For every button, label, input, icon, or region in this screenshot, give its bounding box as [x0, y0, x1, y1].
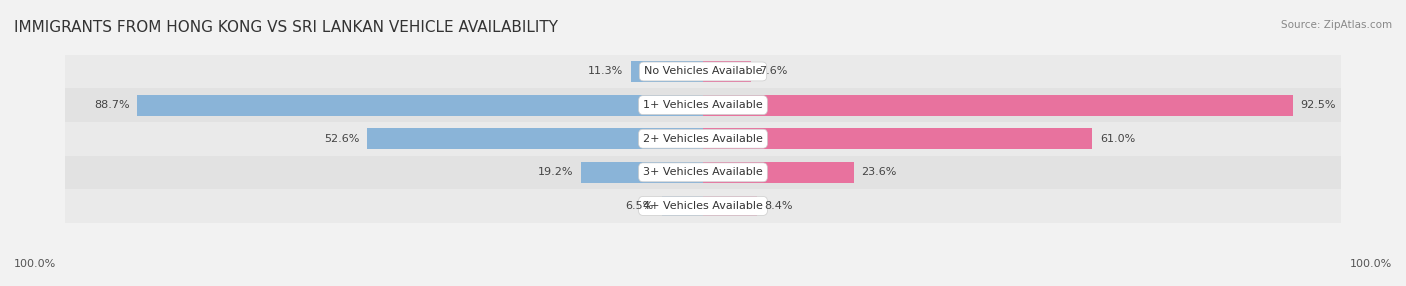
Text: 3+ Vehicles Available: 3+ Vehicles Available — [643, 167, 763, 177]
Text: 6.5%: 6.5% — [626, 201, 654, 211]
Bar — [631, 61, 703, 82]
Bar — [65, 55, 1341, 88]
Text: 52.6%: 52.6% — [325, 134, 360, 144]
Bar — [703, 95, 1294, 116]
Bar — [65, 189, 1341, 223]
Bar — [703, 196, 756, 217]
Text: 19.2%: 19.2% — [537, 167, 572, 177]
Bar — [367, 128, 703, 149]
Bar — [662, 196, 703, 217]
Bar — [703, 128, 1092, 149]
Text: 11.3%: 11.3% — [588, 66, 623, 76]
Text: 8.4%: 8.4% — [765, 201, 793, 211]
Text: 88.7%: 88.7% — [94, 100, 129, 110]
Text: 100.0%: 100.0% — [14, 259, 56, 269]
Bar — [703, 162, 853, 183]
Bar — [65, 88, 1341, 122]
Text: 100.0%: 100.0% — [1350, 259, 1392, 269]
Bar — [65, 122, 1341, 156]
Text: No Vehicles Available: No Vehicles Available — [644, 66, 762, 76]
Text: IMMIGRANTS FROM HONG KONG VS SRI LANKAN VEHICLE AVAILABILITY: IMMIGRANTS FROM HONG KONG VS SRI LANKAN … — [14, 20, 558, 35]
Text: 61.0%: 61.0% — [1099, 134, 1135, 144]
Text: 4+ Vehicles Available: 4+ Vehicles Available — [643, 201, 763, 211]
Text: 7.6%: 7.6% — [759, 66, 787, 76]
Bar — [703, 61, 751, 82]
Bar — [138, 95, 703, 116]
Text: 2+ Vehicles Available: 2+ Vehicles Available — [643, 134, 763, 144]
Text: 92.5%: 92.5% — [1301, 100, 1336, 110]
Text: 23.6%: 23.6% — [862, 167, 897, 177]
Text: Source: ZipAtlas.com: Source: ZipAtlas.com — [1281, 20, 1392, 30]
Bar — [581, 162, 703, 183]
Text: 1+ Vehicles Available: 1+ Vehicles Available — [643, 100, 763, 110]
Bar — [65, 156, 1341, 189]
